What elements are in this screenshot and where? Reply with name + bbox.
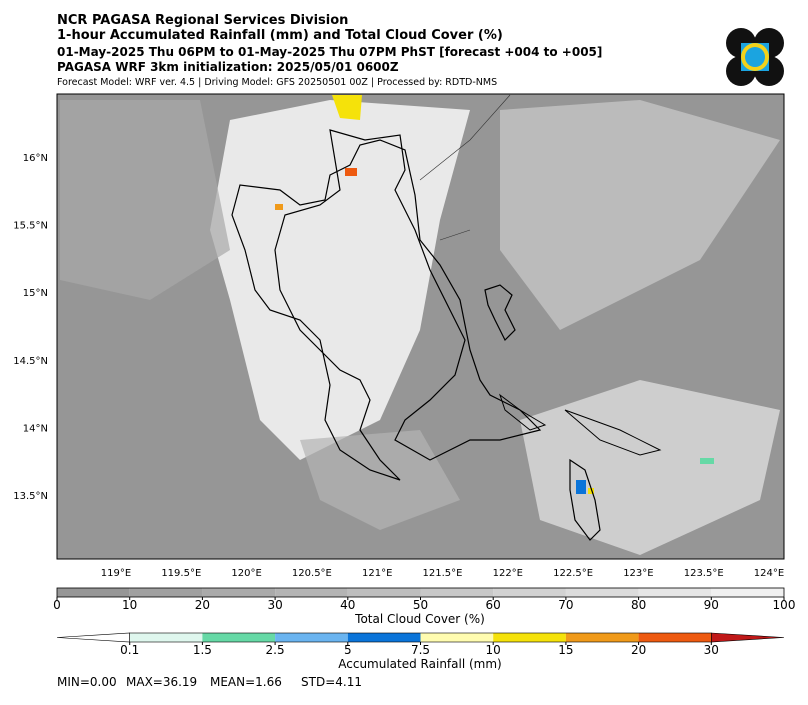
rain-tick-label: 20: [631, 643, 646, 657]
lon-label: 122°E: [493, 568, 523, 579]
lon-label: 122.5°E: [553, 568, 593, 579]
rain-color-extend-low: [56, 632, 130, 643]
cloud-color-segment: [638, 588, 712, 597]
cloud-tick-label: 80: [631, 598, 646, 612]
stat: MEAN=1.66: [210, 675, 282, 689]
cloud-color-segment: [711, 588, 784, 597]
cloud-color-segment: [493, 588, 566, 597]
lat-label: 15.5°N: [13, 221, 48, 232]
rain-color-segment: [275, 633, 348, 642]
lon-label: 120°E: [231, 568, 261, 579]
cloud-tick-label: 30: [267, 598, 282, 612]
lon-label: 119.5°E: [161, 568, 201, 579]
cloud-tick-label: 100: [773, 598, 796, 612]
stat: MIN=0.00: [57, 675, 117, 689]
map: [56, 93, 785, 560]
cloud-tick-label: 60: [486, 598, 501, 612]
rain-color-segment: [129, 633, 203, 642]
subtitle: PAGASA WRF 3km initialization: 2025/05/0…: [57, 60, 399, 74]
lon-label: 120.5°E: [292, 568, 332, 579]
lat-label: 15°N: [23, 288, 48, 299]
rain-tick-label: 15: [558, 643, 573, 657]
rain-tick-label: 30: [704, 643, 719, 657]
cloud-tick-label: 90: [704, 598, 719, 612]
rain-color-segment: [638, 633, 712, 642]
rain-color-extend-high: [711, 632, 785, 643]
rain-tick-label: 7.5: [411, 643, 430, 657]
lon-label: 124°E: [754, 568, 784, 579]
cloud-color-segment: [275, 588, 348, 597]
cloud-colorbar-label: Total Cloud Cover (%): [354, 612, 485, 626]
colorbars: 0 10 20 30 40 50 60 70 80 90 100 Total Cloud Cover …: [53, 587, 796, 671]
rain-color-segment: [202, 633, 276, 642]
cloud-tick-label: 0: [53, 598, 61, 612]
stat: STD=4.11: [301, 675, 362, 689]
rain-tick-label: 0.1: [120, 643, 139, 657]
cloud-color-segment: [565, 588, 639, 597]
subtitle: 01-May-2025 Thu 06PM to 01-May-2025 Thu …: [57, 45, 602, 59]
cloud-color-segment: [129, 588, 203, 597]
model-info: Forecast Model: WRF ver. 4.5 | Driving M…: [57, 77, 497, 88]
cloud-tick-label: 50: [413, 598, 428, 612]
lon-label: 123.5°E: [684, 568, 724, 579]
rain-tick-label: 1.5: [193, 643, 212, 657]
lon-label: 123°E: [623, 568, 653, 579]
axes: 16°N 15.5°N 15°N 14.5°N 14°N 13.5°N 119°E 119.5…: [13, 153, 784, 579]
cloud-tick-label: 70: [558, 598, 573, 612]
lat-label: 14.5°N: [13, 356, 48, 367]
cloud-color-segment: [57, 588, 130, 597]
lon-label: 121.5°E: [423, 568, 463, 579]
rain-color-segment: [493, 633, 566, 642]
cloud-tick-label: 20: [195, 598, 210, 612]
cloud-tick-label: 40: [340, 598, 355, 612]
logo: [726, 28, 784, 86]
stat: MAX=36.19: [126, 675, 197, 689]
cloud-color-segment: [202, 588, 276, 597]
title: 1-hour Accumulated Rainfall (mm) and Tot…: [57, 28, 503, 43]
lat-label: 16°N: [23, 153, 48, 164]
cloud-tick-label: 10: [122, 598, 137, 612]
cloud-color-segment: [420, 588, 494, 597]
rain-tick-label: 2.5: [266, 643, 285, 657]
lon-label: 121°E: [362, 568, 392, 579]
rain-color-segment: [565, 633, 639, 642]
rain-color-segment: [347, 633, 421, 642]
cloud-color-segment: [347, 588, 421, 597]
statistics: MIN=0.00 MAX=36.19 MEAN=1.66 STD=4.11: [57, 675, 362, 689]
rain-tick-label: 5: [344, 643, 352, 657]
lon-label: 119°E: [101, 568, 131, 579]
lat-label: 14°N: [23, 423, 48, 434]
rain-color-segment: [420, 633, 494, 642]
rain-tick-label: 10: [486, 643, 501, 657]
lat-label: 13.5°N: [13, 491, 48, 502]
title: NCR PAGASA Regional Services Division: [57, 13, 348, 28]
rain-colorbar-label: Accumulated Rainfall (mm): [338, 657, 501, 671]
